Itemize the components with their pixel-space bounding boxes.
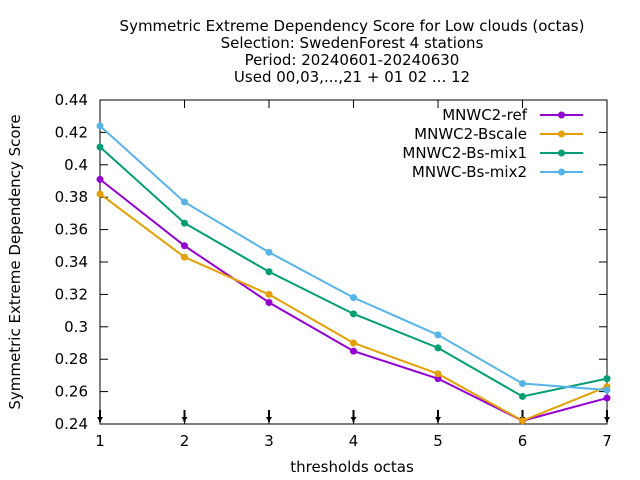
x-threshold-arrowhead [181, 417, 188, 422]
legend-entry-4: MNWC-Bs-mix2 [412, 163, 583, 181]
legend-marker [558, 111, 565, 119]
data-point [350, 294, 357, 302]
data-point [265, 299, 273, 306]
y-tick-label: 0.24 [55, 415, 88, 433]
legend-label: MNWC-Bs-mix2 [412, 163, 527, 181]
data-point [603, 394, 611, 402]
legend-entry-1: MNWC2-ref [442, 106, 583, 124]
legend-marker [558, 168, 565, 176]
data-point [181, 242, 188, 250]
y-tick-label: 0.28 [55, 350, 88, 368]
data-point [519, 392, 526, 400]
ticks: 0.24 0.26 0.28 0.3 0.32 0.34 0.36 0.38 0.4 0.42 0.… [55, 91, 612, 450]
x-tick-label: 1 [95, 432, 105, 450]
x-threshold-arrowhead [266, 417, 272, 422]
data-point [265, 290, 273, 298]
x-threshold-arrowhead [350, 417, 357, 422]
data-point [181, 219, 188, 227]
series-3 [96, 143, 611, 400]
x-threshold-arrowhead [97, 417, 103, 422]
x-tick-label: 2 [180, 432, 190, 450]
data-point [96, 143, 104, 151]
data-point [350, 347, 357, 355]
chart-title: Symmetric Extreme Dependency Score for L… [120, 17, 585, 86]
legend-label: MNWC2-ref [442, 106, 527, 124]
legend-entry-3: MNWC2-Bs-mix1 [402, 144, 583, 162]
legend-label: MNWC2-Bs-mix1 [402, 144, 527, 162]
legend-marker [558, 130, 565, 138]
series-4 [96, 122, 611, 394]
title-line-2: Selection: SwedenForest 4 stations [221, 34, 484, 52]
y-tick-label: 0.3 [64, 318, 88, 336]
legend-marker [558, 149, 565, 157]
y-tick-label: 0.42 [55, 123, 88, 141]
series-2 [96, 190, 611, 425]
x-tick-label: 5 [433, 432, 443, 450]
x-threshold-arrowhead [435, 417, 441, 422]
y-tick-label: 0.38 [55, 188, 88, 206]
data-point [434, 344, 442, 352]
legend-label: MNWC2-Bscale [414, 125, 527, 143]
data-point [265, 268, 273, 276]
data-point [96, 122, 104, 130]
plot-frame [99, 99, 608, 425]
x-tick-label: 4 [349, 432, 359, 450]
data-point [181, 198, 188, 206]
data-point [350, 310, 357, 318]
data-point [519, 380, 526, 387]
data-point [181, 253, 188, 261]
y-tick-label: 0.36 [55, 221, 88, 239]
x-tick-label: 7 [602, 432, 612, 450]
y-tick-label: 0.32 [55, 285, 88, 303]
x-tick-label: 3 [264, 432, 274, 450]
legend: MNWC2-refMNWC2-BscaleMNWC2-Bs-mix1MNWC-B… [402, 106, 583, 181]
legend-entry-2: MNWC2-Bscale [414, 125, 583, 143]
data-point [603, 375, 611, 383]
title-line-4: Used 00,03,...,21 + 01 02 ... 12 [234, 68, 470, 86]
title-line-3: Period: 20240601-20240630 [245, 51, 460, 69]
data-point [434, 370, 442, 378]
series-line [99, 146, 608, 398]
data-point [519, 417, 526, 425]
y-axis-label: Symmetric Extreme Dependency Score [6, 114, 24, 409]
data-point [96, 190, 104, 198]
y-tick-label: 0.44 [55, 91, 88, 109]
x-axis-label: thresholds octas [290, 458, 414, 476]
data-point [265, 248, 273, 256]
series-line [99, 193, 608, 422]
data-point [350, 339, 357, 347]
data-point [96, 175, 104, 183]
x-tick-label: 6 [518, 432, 528, 450]
data-point [434, 331, 442, 339]
x-threshold-arrowhead [604, 417, 610, 422]
data-point [603, 386, 611, 394]
axes [99, 99, 608, 425]
y-tick-label: 0.4 [64, 156, 88, 174]
y-tick-label: 0.34 [55, 253, 88, 271]
data-point [434, 375, 442, 383]
series-group [96, 122, 611, 425]
y-tick-label: 0.26 [55, 383, 88, 401]
title-line-1: Symmetric Extreme Dependency Score for L… [120, 17, 585, 35]
